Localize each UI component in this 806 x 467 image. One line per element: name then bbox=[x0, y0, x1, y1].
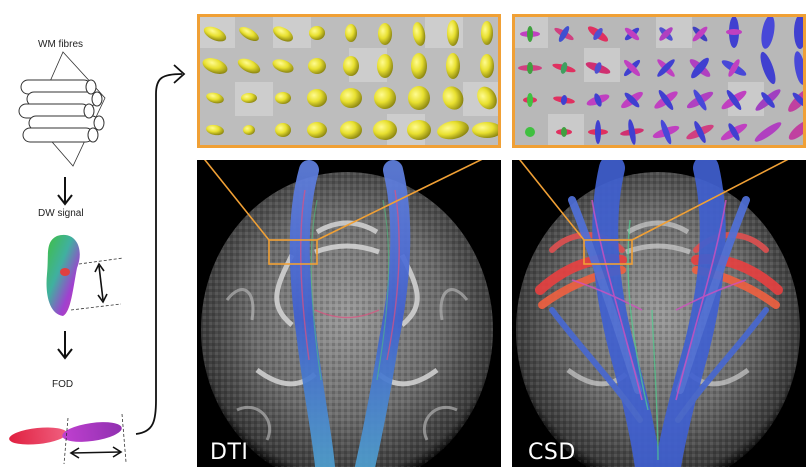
arrow-down-icon bbox=[57, 331, 73, 360]
dti-panel-label: DTI bbox=[210, 440, 249, 465]
fod-glyph bbox=[9, 413, 127, 465]
fod-label: FOD bbox=[52, 379, 74, 390]
csd-brain-panel bbox=[512, 160, 806, 467]
arrow-down-icon bbox=[57, 177, 73, 206]
csd-zoom-panel bbox=[512, 14, 806, 148]
dti-zoom-panel bbox=[197, 14, 501, 148]
dw-signal-glyph bbox=[46, 234, 124, 316]
dti-brain-panel bbox=[197, 160, 501, 467]
wm-fibres-label: WM fibres bbox=[38, 39, 83, 50]
connector-arrow-icon bbox=[135, 64, 186, 435]
dw-signal-label: DW signal bbox=[38, 208, 84, 219]
wm-fibres-illustration bbox=[18, 51, 106, 167]
csd-panel-label: CSD bbox=[528, 440, 576, 465]
